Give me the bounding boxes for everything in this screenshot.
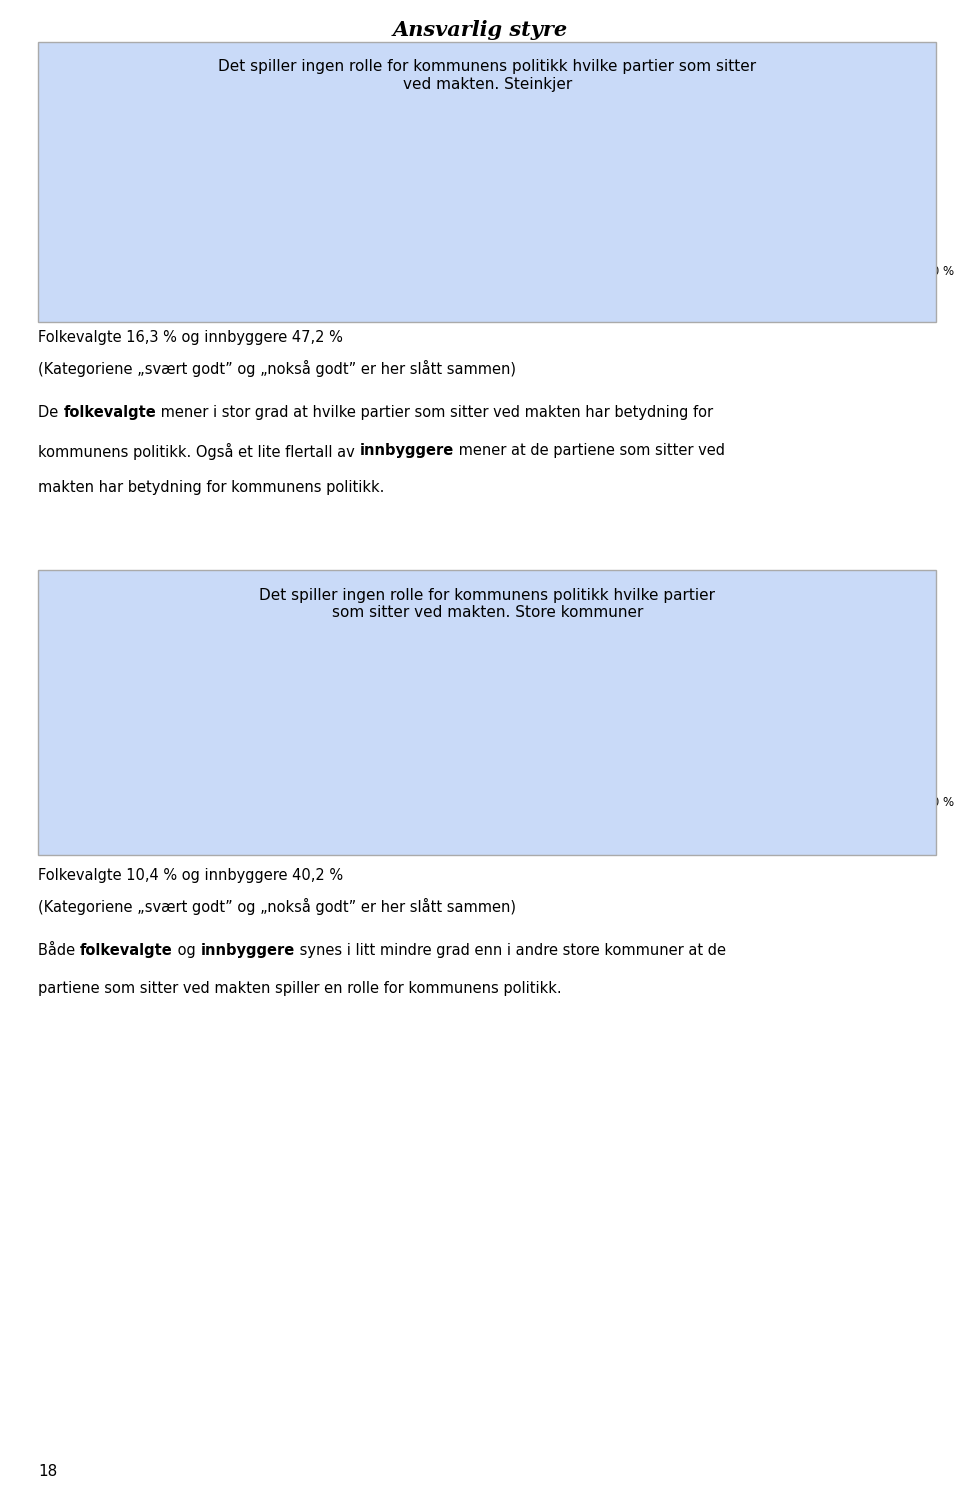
Text: Det spiller ingen rolle for kommunens politikk hvilke partier
som sitter ved mak: Det spiller ingen rolle for kommunens po… [259,587,715,620]
Bar [101,662,119,698]
Bar [101,198,147,234]
Text: De: De [38,406,63,421]
Text: mener i stor grad at hvilke partier som sitter ved makten har betydning for: mener i stor grad at hvilke partier som … [156,406,713,421]
Text: 16,1 %: 16,1 % [845,210,893,222]
Bar [147,198,495,234]
Text: og: og [173,943,201,958]
Bar [802,198,936,234]
Bar [101,728,202,766]
Text: 25,6 %: 25,6 % [320,144,368,158]
Text: 4,7 %: 4,7 % [104,146,137,156]
Text: 5,5 %: 5,5 % [105,210,143,222]
Text: 12,1 %: 12,1 % [128,740,176,754]
Text: 36,7 %: 36,7 % [624,210,672,222]
Text: 28,6 %: 28,6 % [283,674,331,688]
Bar [437,728,719,766]
Text: innbyggere: innbyggere [360,443,454,458]
Bar [187,662,426,698]
Text: Folkevalgte 16,3 % og innbyggere 47,2 %: Folkevalgte 16,3 % og innbyggere 47,2 % [38,330,344,345]
Bar [237,134,451,168]
Text: (Kategoriene „svært godt” og „nokså godt” er her slått sammen): (Kategoriene „svært godt” og „nokså godt… [38,360,516,377]
Text: folkevalgte: folkevalgte [63,406,156,421]
Text: mener at de partiene som sitter ved: mener at de partiene som sitter ved [454,443,725,458]
Text: folkevalgte: folkevalgte [80,943,173,958]
Text: partiene som sitter ved makten spiller en rolle for kommunens politikk.: partiene som sitter ved makten spiller e… [38,981,562,996]
Text: Det spiller ingen rolle for kommunens politikk hvilke partier som sitter
ved mak: Det spiller ingen rolle for kommunens po… [218,60,756,92]
Text: synes i litt mindre grad enn i andre store kommuner at de: synes i litt mindre grad enn i andre sto… [295,943,726,958]
Text: innbyggere: innbyggere [201,943,295,958]
Text: 2,2 %: 2,2 % [94,676,127,686]
Legend: 4 - Passer svært godt, 3 - Passer nokså godt, 2 - Passer nokså dårlig, 1 - Passe: 4 - Passer svært godt, 3 - Passer nokså … [175,291,800,315]
Bar [119,662,187,698]
Bar [495,198,802,234]
Text: 58,1 %: 58,1 % [669,144,717,158]
Bar [451,134,936,168]
Text: 33,8 %: 33,8 % [554,740,602,754]
Text: 41,7 %: 41,7 % [297,210,345,222]
Text: 11,6 %: 11,6 % [164,144,212,158]
Text: Folkevalgte 10,4 % og innbyggere 40,2 %: Folkevalgte 10,4 % og innbyggere 40,2 % [38,868,344,883]
Text: (Kategoriene „svært godt” og „nokså godt” er her slått sammen): (Kategoriene „svært godt” og „nokså godt… [38,898,516,915]
Bar [140,134,237,168]
Text: Ansvarlig styre: Ansvarlig styre [393,20,567,41]
Bar [202,728,437,766]
Text: 28,1 %: 28,1 % [296,740,343,754]
Bar [719,728,935,766]
Bar [101,134,140,168]
Text: 25,9 %: 25,9 % [804,740,851,754]
Text: makten har betydning for kommunens politikk.: makten har betydning for kommunens polit… [38,481,385,496]
Bar [426,662,936,698]
Text: 61,0 %: 61,0 % [658,674,706,688]
Legend: 4 - Passer svært godt, 3 - Passer nokså godt, 2 - Passer nokså dårlig, 1 - Passe: 4 - Passer svært godt, 3 - Passer nokså … [175,825,800,849]
Text: Både: Både [38,943,80,958]
Text: 8,2 %: 8,2 % [133,674,173,688]
Text: kommunens politikk. Også et lite flertall av: kommunens politikk. Også et lite flertal… [38,443,360,460]
Text: 18: 18 [38,1464,58,1479]
